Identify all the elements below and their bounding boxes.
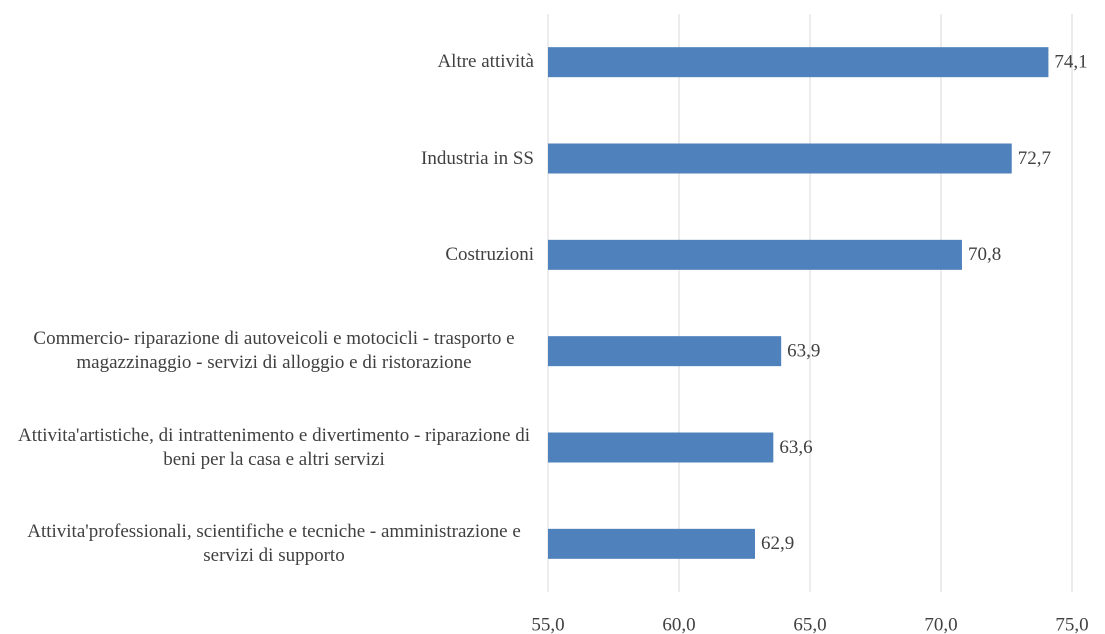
bar [548, 432, 774, 463]
category-label-box: Altre attività [0, 17, 534, 107]
category-label-box: Attivita'artistiche, di intrattenimento … [0, 403, 534, 493]
category-label-box: Costruzioni [0, 210, 534, 300]
value-label: 63,6 [779, 437, 812, 458]
value-label: 62,9 [761, 533, 794, 554]
category-label: Costruzioni [445, 243, 534, 265]
bar [548, 143, 1012, 174]
category-label: Altre attività [437, 51, 534, 73]
value-label: 70,8 [968, 244, 1001, 265]
value-label: 72,7 [1018, 148, 1051, 169]
category-label-box: Commercio- riparazione di autoveicoli e … [0, 306, 534, 396]
category-label: Attivita'professionali, scientifiche e t… [27, 520, 521, 566]
bar [548, 528, 755, 559]
bar [548, 239, 962, 270]
x-tick-label: 65,0 [793, 614, 826, 634]
bar [548, 336, 782, 367]
x-tick-label: 75,0 [1055, 614, 1088, 634]
x-tick-label: 60,0 [662, 614, 695, 634]
value-label: 63,9 [787, 341, 820, 362]
x-tick-label: 70,0 [924, 614, 957, 634]
x-tick-label: 55,0 [531, 614, 564, 634]
bar [548, 47, 1049, 78]
category-label: Commercio- riparazione di autoveicoli e … [33, 328, 515, 374]
category-label: Industria in SS [421, 147, 534, 169]
category-label-box: Industria in SS [0, 114, 534, 204]
category-label: Attivita'artistiche, di intrattenimento … [17, 424, 531, 470]
category-label-box: Attivita'professionali, scientifiche e t… [0, 499, 534, 589]
value-label: 74,1 [1054, 52, 1087, 73]
